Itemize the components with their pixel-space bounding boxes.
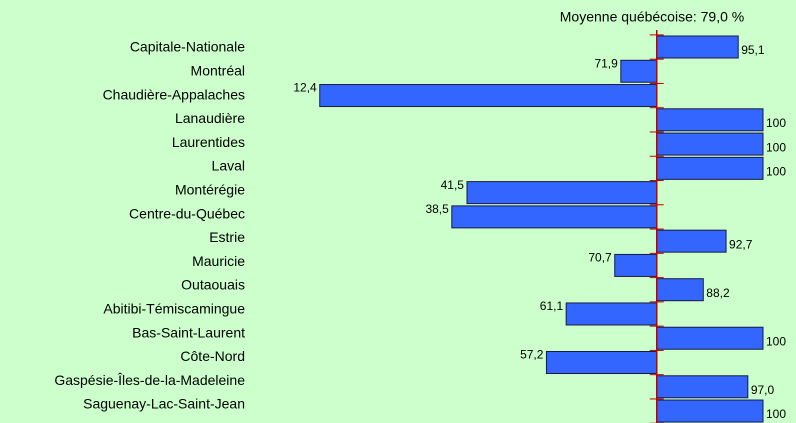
bar (545, 351, 658, 375)
category-label: Côte-Nord (180, 348, 245, 364)
bar (565, 302, 658, 326)
value-label: 12,4 (293, 81, 317, 95)
value-label: 100 (766, 407, 786, 421)
bar (656, 399, 764, 423)
value-label: 100 (766, 116, 786, 130)
category-label: Chaudière-Appalaches (103, 86, 245, 102)
value-label: 61,1 (540, 299, 564, 313)
value-label: 38,5 (425, 202, 449, 216)
value-label: 100 (766, 140, 786, 154)
bar (620, 59, 658, 83)
bar (656, 326, 764, 350)
category-label: Gaspésie-Îles-de-la-Madeleine (54, 372, 245, 388)
bar (656, 35, 739, 59)
value-label: 97,0 (751, 383, 775, 397)
value-label: 88,2 (706, 286, 730, 300)
category-label: Laval (212, 158, 245, 174)
bar (656, 132, 764, 156)
value-label: 41,5 (441, 178, 465, 192)
category-label: Montréal (191, 63, 245, 79)
value-label: 95,1 (741, 43, 765, 57)
bar (656, 278, 704, 302)
category-label: Lanaudière (175, 110, 245, 126)
category-label: Saguenay-Lac-Saint-Jean (83, 396, 245, 412)
bar (656, 229, 727, 253)
bar (451, 205, 658, 229)
value-label: 57,2 (520, 348, 544, 362)
bar (614, 253, 658, 277)
bar (466, 181, 658, 205)
value-label: 100 (766, 334, 786, 348)
bar (319, 84, 658, 108)
value-label: 71,9 (594, 56, 618, 70)
category-label: Centre-du-Québec (129, 205, 245, 221)
category-label: Laurentides (172, 134, 245, 150)
bar (656, 108, 764, 132)
category-label: Abitibi-Témiscamingue (103, 301, 245, 317)
bar (656, 375, 749, 399)
bar (656, 156, 764, 180)
category-label: Capitale-Nationale (130, 39, 245, 55)
category-label: Outaouais (181, 277, 245, 293)
category-label: Estrie (209, 229, 245, 245)
category-label: Bas-Saint-Laurent (132, 324, 245, 340)
value-label: 100 (766, 165, 786, 179)
value-label: 70,7 (588, 251, 612, 265)
average-annotation: Moyenne québécoise: 79,0 % (560, 9, 744, 25)
category-label: Mauricie (192, 253, 245, 269)
category-label: Montérégie (175, 182, 245, 198)
value-label: 92,7 (729, 237, 753, 251)
